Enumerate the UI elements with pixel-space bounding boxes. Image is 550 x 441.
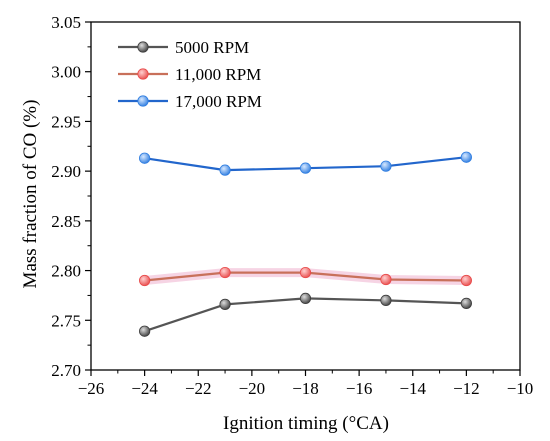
x-tick-label: −10 (507, 379, 534, 398)
x-tick-label: −22 (185, 379, 212, 398)
series-11000-point (219, 266, 231, 279)
series-17000-point (219, 164, 231, 176)
y-tick-label: 2.80 (51, 262, 81, 281)
y-axis-title: Mass fraction of CO (%) (20, 100, 41, 289)
x-tick-label: −26 (78, 379, 105, 398)
y-tick-label: 2.85 (51, 212, 81, 231)
series-17000-point (380, 160, 392, 172)
y-tick-label: 3.00 (51, 63, 81, 82)
series-17000-point (139, 152, 151, 164)
x-tick-label: −24 (131, 379, 158, 398)
y-tick-label: 2.90 (51, 162, 81, 181)
legend-marker-11000 (137, 68, 149, 80)
y-tick-label: 2.70 (51, 361, 81, 380)
legend-label-17000: 17,000 RPM (175, 92, 262, 111)
x-tick-label: −12 (453, 379, 480, 398)
series-5000-point (219, 298, 231, 310)
series-17000-point (460, 151, 472, 163)
series-5000-point (380, 294, 392, 306)
legend-marker-5000 (137, 41, 149, 53)
y-axis: 2.70 2.75 2.80 2.85 2.90 2.95 3.00 3.05 (51, 13, 91, 380)
x-tick-label: −20 (239, 379, 266, 398)
x-axis-title: Ignition timing (°CA) (223, 413, 389, 434)
series-11000-point (380, 273, 392, 286)
legend: 5000 RPM 11,000 RPM 17,000 RPM (118, 38, 262, 111)
series-11000-point (139, 274, 151, 287)
series-5000-point (139, 325, 151, 337)
series-5000-point (460, 297, 472, 309)
legend-label-11000: 11,000 RPM (175, 65, 261, 84)
x-axis: −26 −24 −22 −20 −18 −16 −14 −12 −10 (78, 370, 534, 398)
x-tick-label: −18 (292, 379, 319, 398)
y-tick-label: 3.05 (51, 13, 81, 32)
x-tick-label: −14 (399, 379, 426, 398)
series-5000-point (299, 292, 312, 305)
y-tick-label: 2.75 (51, 311, 81, 330)
legend-marker-17000 (137, 95, 149, 107)
series-17000-point (299, 162, 312, 174)
series-11000-point (299, 266, 312, 279)
legend-label-5000: 5000 RPM (175, 38, 249, 57)
series-11000-point (460, 274, 472, 287)
series-layer (139, 151, 472, 337)
y-tick-label: 2.95 (51, 112, 81, 131)
x-tick-label: −16 (346, 379, 373, 398)
